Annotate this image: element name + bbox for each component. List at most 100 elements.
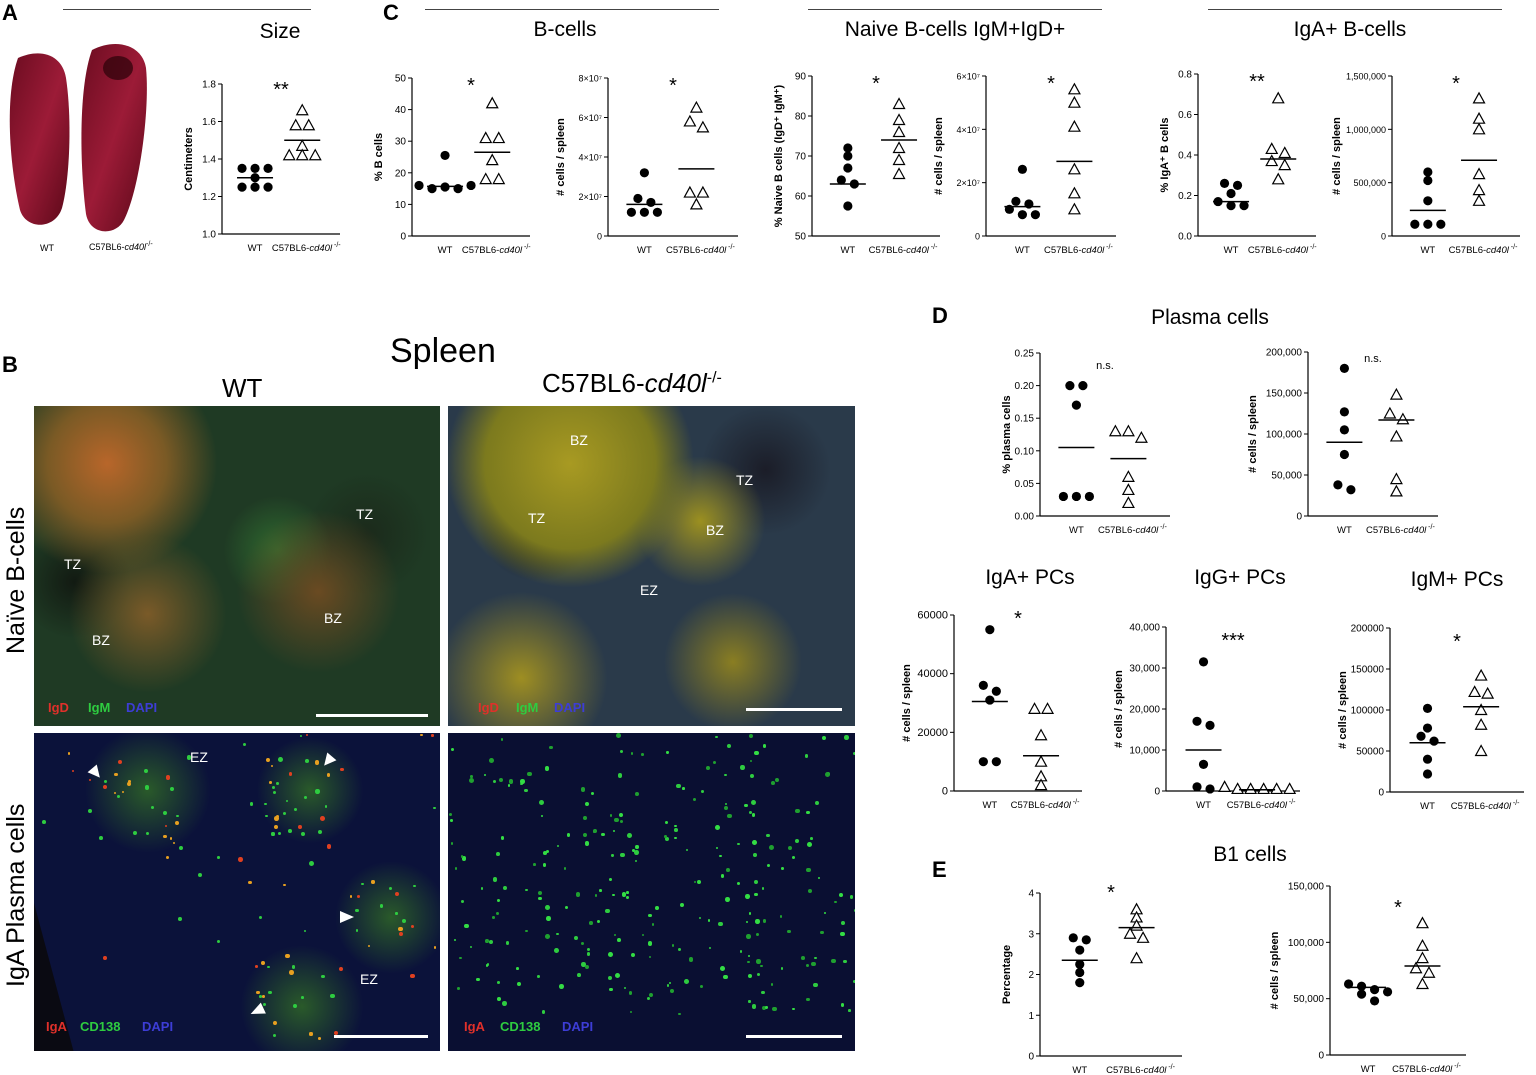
y-tick-label: 3 bbox=[1028, 929, 1034, 940]
wt-point bbox=[1422, 769, 1433, 779]
ko-point bbox=[1121, 496, 1135, 509]
cell-dot bbox=[454, 867, 458, 870]
significance-label: ** bbox=[273, 79, 289, 101]
cell-dot bbox=[299, 735, 302, 738]
cell-dot bbox=[770, 983, 774, 986]
cell-dot bbox=[461, 855, 464, 858]
x-tick-label: WT bbox=[1337, 525, 1352, 536]
cell-dot bbox=[748, 733, 754, 738]
wt-point bbox=[1422, 703, 1433, 713]
wt-point bbox=[639, 168, 649, 178]
cell-dot bbox=[549, 745, 553, 750]
label-tz: TZ bbox=[736, 472, 754, 488]
cell-dot bbox=[747, 954, 751, 957]
wt-point bbox=[1075, 967, 1085, 978]
significance-label: n.s. bbox=[1096, 360, 1114, 372]
cell-dot bbox=[165, 775, 171, 781]
cell-dot bbox=[810, 837, 814, 841]
significance-label: ** bbox=[1249, 71, 1265, 93]
stain-dapi: DAPI bbox=[126, 700, 158, 715]
cell-dot bbox=[766, 833, 771, 838]
cell-dot bbox=[584, 841, 590, 847]
title-size: Size bbox=[259, 20, 301, 43]
cell-dot bbox=[303, 795, 308, 800]
cell-dot bbox=[178, 917, 182, 921]
y-tick-label: 200,000 bbox=[1266, 348, 1303, 359]
cell-dot bbox=[355, 909, 359, 913]
y-tick-label: 0 bbox=[1028, 1052, 1034, 1063]
cell-dot bbox=[824, 771, 830, 777]
ko-point bbox=[1468, 685, 1482, 698]
significance-label: * bbox=[1452, 73, 1460, 95]
ko-point bbox=[1472, 167, 1486, 180]
cell-dot bbox=[507, 784, 511, 787]
wt-point bbox=[1065, 381, 1075, 391]
ko-point bbox=[1034, 754, 1048, 767]
cell-dot bbox=[388, 886, 392, 890]
ko-point bbox=[1028, 702, 1042, 714]
y-tick-label: 0.0 bbox=[1178, 232, 1192, 243]
y-axis-label: % plasma cells bbox=[1001, 395, 1013, 473]
cell-dot bbox=[449, 819, 453, 822]
ko-point bbox=[1389, 387, 1403, 400]
wt-point bbox=[1071, 491, 1081, 502]
ko-point bbox=[492, 172, 506, 185]
cell-dot bbox=[394, 891, 400, 896]
cell-dot bbox=[497, 981, 500, 984]
cell-dot bbox=[361, 882, 364, 886]
wt-point bbox=[427, 184, 437, 194]
ko-point bbox=[892, 113, 906, 126]
cell-dot bbox=[806, 997, 810, 1002]
y-tick-label: 2×10⁷ bbox=[578, 192, 602, 202]
stain-cd138: CD138 bbox=[500, 1019, 541, 1034]
chart-plasma-count: 0 50,000 100,000 150,000 200,000 # cells / sp… bbox=[1247, 348, 1438, 536]
cell-dot bbox=[684, 979, 690, 984]
cell-dot bbox=[617, 938, 622, 943]
cell-dot bbox=[736, 882, 740, 886]
cell-dot bbox=[485, 939, 489, 943]
significance-label: * bbox=[1394, 897, 1402, 919]
y-tick-label: 4 bbox=[1028, 889, 1034, 900]
chart-b-count: 0 2×10⁷ 4×10⁷ 6×10⁷ 8×10⁷ # cells / spleen WT C… bbox=[555, 74, 738, 256]
y-tick-label: 1.4 bbox=[202, 155, 216, 166]
ko-point bbox=[492, 131, 506, 144]
cell-dot bbox=[41, 819, 46, 824]
cell-dot bbox=[715, 846, 719, 850]
y-tick-label: 1.2 bbox=[202, 192, 216, 203]
ko-point bbox=[1472, 183, 1486, 196]
wt-point bbox=[991, 686, 1001, 696]
x-tick-label: C57BL6-cd40l -/- bbox=[1098, 524, 1167, 536]
ko-point bbox=[1067, 95, 1081, 108]
ko-point bbox=[295, 148, 309, 161]
cell-dot bbox=[740, 765, 745, 770]
cell-dot bbox=[843, 959, 847, 964]
label-tz: TZ bbox=[64, 556, 82, 572]
cell-dot bbox=[301, 832, 306, 837]
x-tick-label: C57BL6-cd40l -/- bbox=[1366, 524, 1435, 536]
cell-dot bbox=[272, 786, 276, 789]
cell-dot bbox=[495, 912, 499, 916]
cell-dot bbox=[265, 814, 268, 818]
y-tick-label: 30 bbox=[395, 137, 407, 148]
y-tick-label: 1.8 bbox=[202, 80, 216, 91]
cell-dot bbox=[556, 932, 559, 936]
y-tick-label: 50 bbox=[395, 74, 407, 85]
ko-point bbox=[1244, 782, 1258, 795]
y-tick-label: 20 bbox=[395, 168, 407, 179]
x-tick-label: C57BL6-cd40l -/- bbox=[1011, 799, 1080, 811]
cell-dot bbox=[747, 960, 750, 964]
cell-dot bbox=[255, 964, 258, 968]
cell-dot bbox=[492, 779, 497, 784]
ko-point bbox=[1472, 122, 1486, 135]
cell-dot bbox=[178, 846, 183, 851]
cell-dot bbox=[165, 855, 170, 860]
cell-dot bbox=[516, 967, 519, 971]
ko-point bbox=[1123, 927, 1137, 939]
cell-dot bbox=[309, 861, 315, 867]
cell-dot bbox=[169, 786, 174, 791]
wt-point bbox=[1423, 196, 1433, 206]
wt-point bbox=[1429, 736, 1439, 746]
cell-dot bbox=[791, 855, 795, 859]
cell-dot bbox=[609, 988, 613, 992]
ko-point bbox=[1121, 470, 1135, 482]
